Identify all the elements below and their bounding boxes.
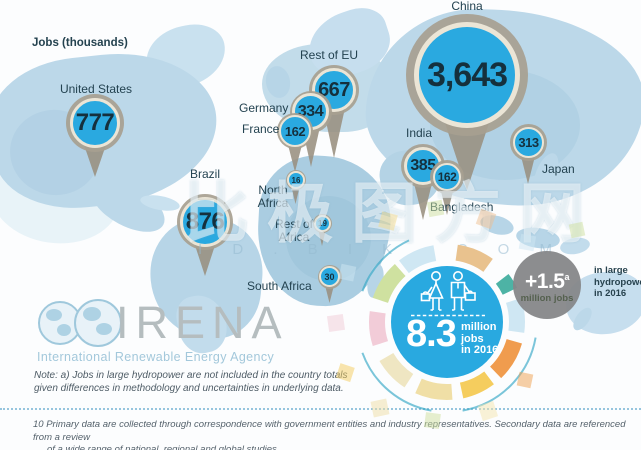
label-rest-of-africa: Rest of Africa bbox=[274, 217, 313, 244]
pin-value-bubble: 876 bbox=[180, 197, 230, 247]
map-pin-brazil: 876 bbox=[177, 194, 233, 278]
irena-subtitle: International Renewable Energy Agency bbox=[37, 350, 275, 364]
pin-value: 3,643 bbox=[426, 55, 508, 94]
source-text: 10 Primary data are collected through co… bbox=[33, 419, 633, 450]
hydro-side-line-3: in 2016 bbox=[594, 288, 627, 299]
pin-tail bbox=[289, 180, 302, 204]
label-bangladesh: Bangladesh bbox=[430, 200, 494, 214]
pin-value: 162 bbox=[284, 123, 306, 139]
hydro-jobs-circle: +1.5a million jobs bbox=[513, 251, 581, 319]
hydro-jobs-value: +1.5a bbox=[525, 267, 569, 292]
dotted-divider bbox=[0, 408, 641, 410]
pin-value: 16 bbox=[291, 175, 301, 185]
pin-value: 667 bbox=[318, 78, 350, 101]
total-jobs-value: 8.3 bbox=[406, 313, 457, 355]
pin-value: 30 bbox=[324, 271, 335, 282]
map-pin-united-states: 777 bbox=[66, 94, 124, 178]
pin-value-bubble: 16 bbox=[287, 171, 305, 189]
label-japan: Japan bbox=[542, 162, 575, 176]
source-line-2: of a wide range of national, regional an… bbox=[47, 444, 280, 450]
pin-value: 313 bbox=[518, 135, 539, 150]
source-line-1: 10 Primary data are collected through co… bbox=[33, 419, 626, 443]
total-line-1: million bbox=[461, 321, 497, 333]
total-jobs-unit: million jobs in 2016 bbox=[461, 321, 499, 357]
pin-value-bubble: 162 bbox=[279, 115, 311, 147]
map-pin-rest-of-africa: 19 bbox=[313, 214, 332, 246]
label-south-africa: South Africa bbox=[247, 279, 312, 293]
legend-title: Jobs (thousands) bbox=[32, 37, 128, 49]
pin-tail bbox=[316, 223, 328, 246]
label-brazil: Brazil bbox=[189, 167, 220, 181]
label-united-states: United States bbox=[59, 82, 133, 96]
pin-value-bubble: 777 bbox=[70, 98, 120, 148]
workers-icon bbox=[411, 271, 485, 317]
hydro-side-text: in large hydropower in 2016 bbox=[594, 265, 641, 300]
hydro-side-line-2: hydropower bbox=[594, 276, 641, 288]
pin-value-bubble: 162 bbox=[433, 163, 461, 191]
total-line-2: jobs bbox=[461, 332, 484, 345]
pin-value-bubble: 313 bbox=[513, 127, 544, 158]
pin-value: 777 bbox=[75, 109, 115, 136]
note-line-2: given differences in methodology and unc… bbox=[34, 383, 344, 394]
label-china: China bbox=[451, 0, 483, 13]
pin-value: 385 bbox=[410, 157, 436, 174]
map-pin-south-africa: 30 bbox=[318, 265, 342, 303]
note-text: Note: a) Jobs in large hydropower are no… bbox=[34, 369, 348, 395]
pin-value: 162 bbox=[437, 170, 457, 184]
map-pin-japan: 313 bbox=[510, 124, 547, 185]
label-germany: Germany bbox=[239, 101, 289, 115]
pin-value: 876 bbox=[185, 208, 225, 235]
map-pin-china: 3,643 bbox=[406, 14, 528, 190]
pin-value: 19 bbox=[318, 219, 327, 228]
map-pin-north-africa: 16 bbox=[286, 170, 306, 204]
hydro-number: +1.5 bbox=[525, 269, 565, 293]
label-india: India bbox=[406, 126, 433, 140]
pin-value-bubble: 3,643 bbox=[414, 22, 520, 128]
map-pin-bangladesh: 162 bbox=[430, 160, 464, 215]
note-line-1: Note: a) Jobs in large hydropower are no… bbox=[34, 370, 348, 381]
hydro-side-line-1: in large bbox=[594, 265, 628, 276]
map-pin-france: 162 bbox=[277, 113, 313, 173]
decorative-ring bbox=[326, 199, 586, 430]
pin-value-bubble: 19 bbox=[314, 215, 331, 232]
hydro-jobs-caption: million jobs bbox=[520, 292, 574, 304]
total-jobs-circle: 8.3 million jobs in 2016 bbox=[391, 266, 503, 378]
label-north-africa: North Africa bbox=[257, 183, 289, 210]
label-france: France bbox=[242, 122, 280, 136]
irena-globes-icon bbox=[38, 299, 122, 347]
label-rest-of-eu: Rest of EU bbox=[300, 48, 359, 62]
hydro-footnote-marker: a bbox=[564, 271, 569, 282]
total-line-3: in 2016 bbox=[461, 344, 499, 356]
irena-wordmark: IRENA bbox=[116, 297, 289, 348]
